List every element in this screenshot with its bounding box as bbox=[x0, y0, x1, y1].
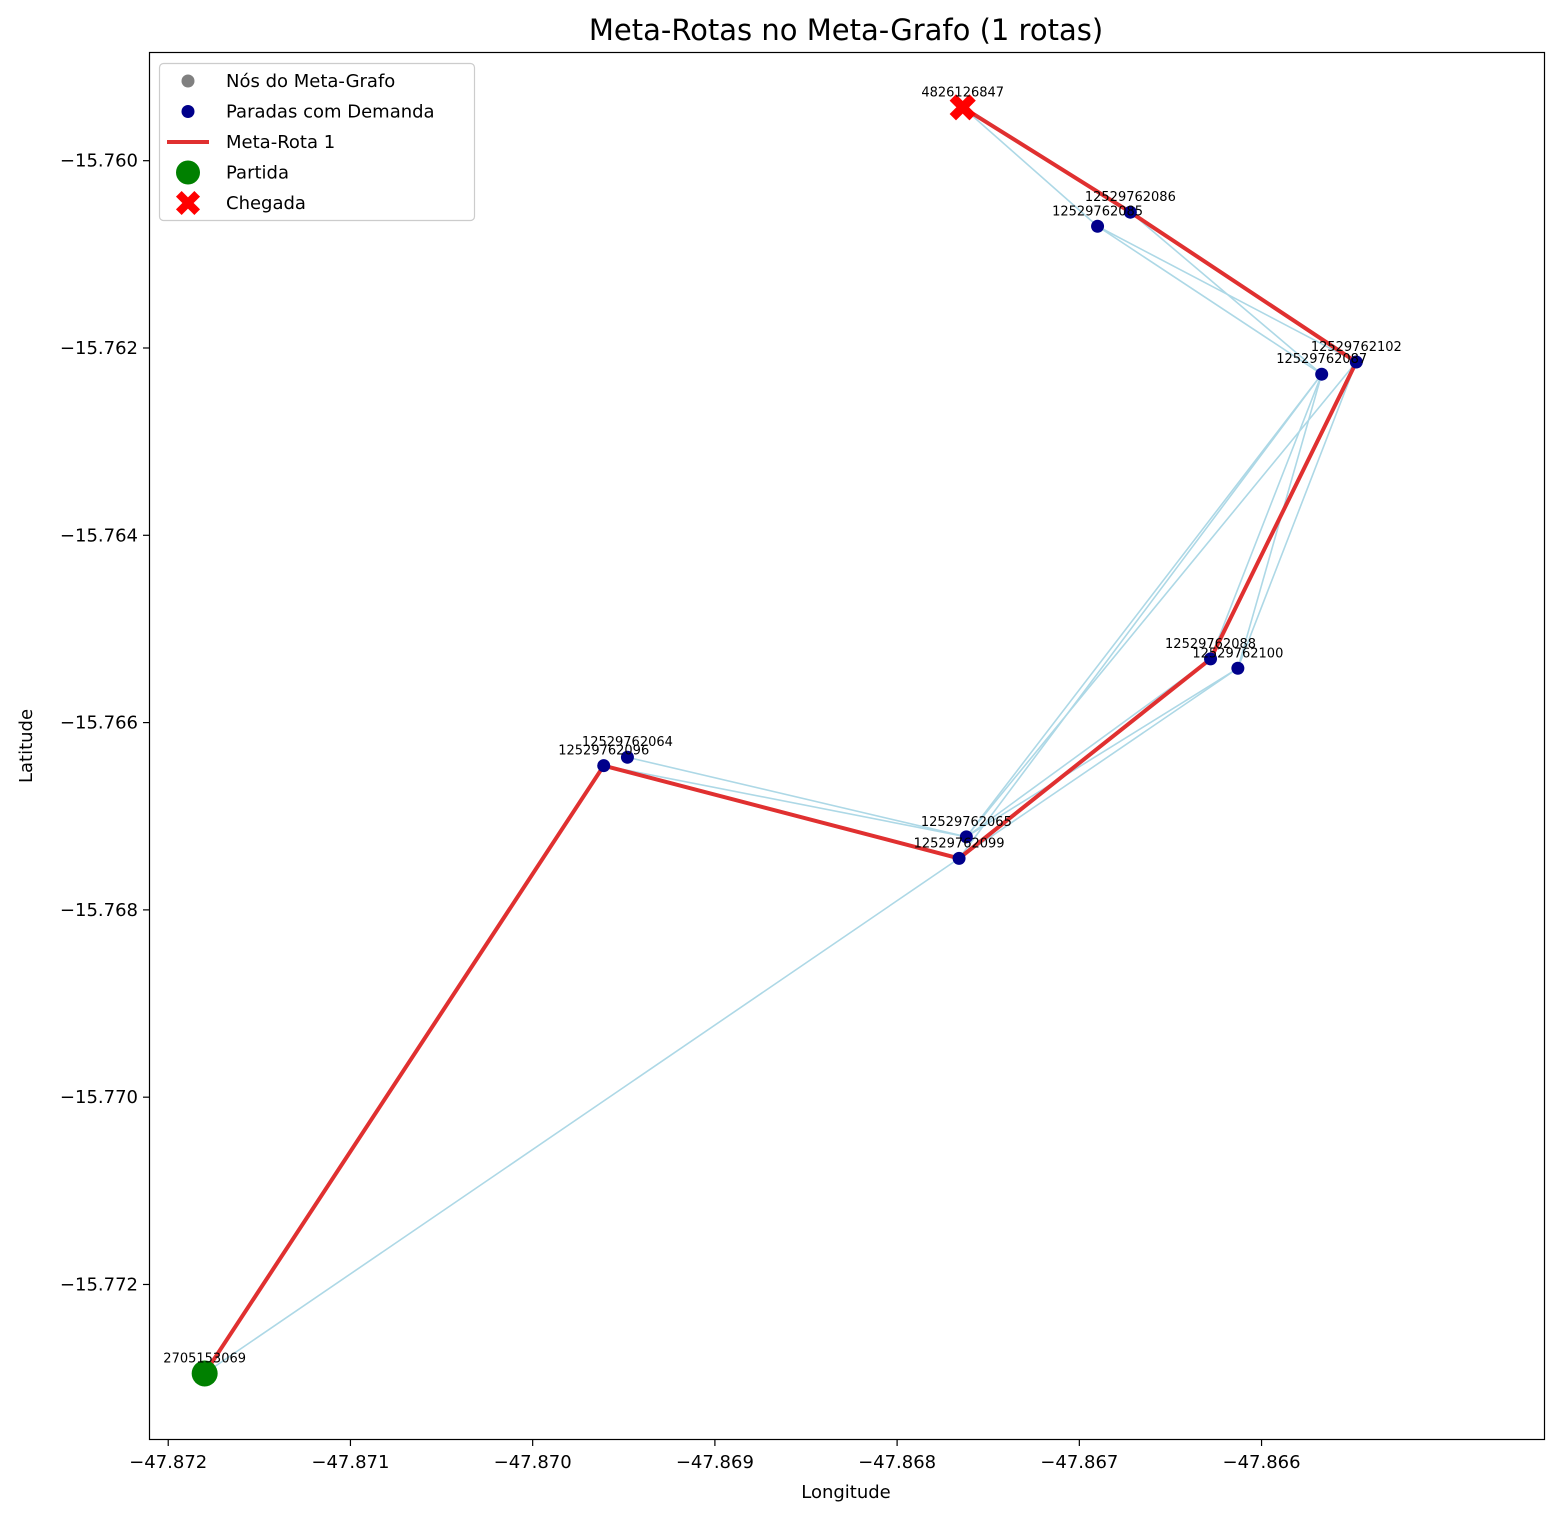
end-cross-bar bbox=[949, 94, 976, 121]
y-tick-label: −15.766 bbox=[60, 713, 138, 734]
node-id-label: 12529762064 bbox=[582, 735, 673, 750]
graph-edge bbox=[965, 361, 1357, 838]
legend-marker bbox=[181, 105, 195, 118]
x-tick-label: −47.871 bbox=[311, 1452, 389, 1473]
legend-marker bbox=[176, 160, 200, 185]
legend-cross-bar bbox=[175, 190, 201, 216]
y-tick-label: −15.764 bbox=[60, 525, 138, 546]
node-id-label: 12529762100 bbox=[1192, 646, 1283, 661]
y-tick-label: −15.772 bbox=[60, 1274, 138, 1295]
plot-frame bbox=[148, 51, 1546, 1441]
graph-edge bbox=[1209, 373, 1323, 660]
demand-stop-point bbox=[1231, 661, 1245, 675]
graph-edge bbox=[1097, 225, 1323, 375]
legend-label: Partida bbox=[226, 163, 289, 184]
graph-edge bbox=[965, 373, 1323, 838]
legend-label: Paradas com Demanda bbox=[226, 102, 435, 123]
node-id-label: 12529762102 bbox=[1311, 340, 1402, 355]
legend-label: Meta-Rota 1 bbox=[226, 132, 335, 153]
x-tick-label: −47.866 bbox=[1223, 1452, 1301, 1473]
demand-stop-point bbox=[1204, 652, 1218, 666]
graph-edge bbox=[962, 106, 1099, 227]
graph-edge bbox=[1097, 225, 1357, 363]
y-axis: −15.760 −15.762 −15.764 −15.766 −15.768 −15.7… bbox=[60, 151, 150, 1295]
node-id-label: 12529762096 bbox=[558, 744, 649, 759]
meta-graph-nodes bbox=[191, 94, 1363, 1387]
x-tick-label: −47.867 bbox=[1040, 1452, 1118, 1473]
demand-stop-point bbox=[597, 759, 611, 773]
y-tick-label: −15.770 bbox=[60, 1087, 138, 1108]
graph-edge bbox=[965, 667, 1239, 838]
node-id-label: 12529762085 bbox=[1052, 204, 1143, 219]
node-id-label: 12529762087 bbox=[1276, 352, 1367, 367]
demand-stop-point bbox=[952, 851, 966, 865]
x-tick-label: −47.872 bbox=[129, 1452, 207, 1473]
x-tick-label: −47.870 bbox=[494, 1452, 572, 1473]
legend-marker bbox=[181, 74, 195, 88]
graph-edge bbox=[627, 756, 967, 838]
graph-edge bbox=[965, 658, 1212, 838]
node-id-label: 12529762088 bbox=[1165, 637, 1256, 652]
meta-route-lines bbox=[202, 105, 1359, 1376]
meta-route-line bbox=[202, 105, 1359, 1376]
chart-title: Meta-Rotas no Meta-Grafo (1 rotas) bbox=[589, 13, 1103, 47]
node-id-label: 12529762086 bbox=[1085, 190, 1176, 205]
demand-stop-point bbox=[1349, 355, 1363, 369]
graph-edge bbox=[204, 857, 960, 1375]
legend: Nós do Meta-Grafo Paradas com Demanda Meta… bbox=[158, 62, 476, 222]
x-axis: −47.872 −47.871 −47.870 −47.869 −47.868 −47.8… bbox=[129, 1439, 1301, 1473]
y-tick-label: −15.768 bbox=[60, 900, 138, 921]
x-tick-label: −47.868 bbox=[858, 1452, 936, 1473]
x-tick-label: −47.869 bbox=[676, 1452, 754, 1473]
legend-marker bbox=[175, 190, 201, 216]
x-axis-title: Longitude bbox=[801, 1482, 891, 1503]
graph-edge bbox=[958, 667, 1239, 860]
legend-box bbox=[158, 62, 476, 222]
demand-stop-point bbox=[1091, 219, 1105, 233]
node-id-label: 2705153069 bbox=[163, 1351, 246, 1366]
graph-edge bbox=[958, 373, 1323, 859]
end-point bbox=[949, 94, 976, 121]
y-axis-title: Latitude bbox=[16, 709, 37, 783]
demand-stop-point bbox=[1123, 205, 1137, 219]
legend-label: Chegada bbox=[226, 193, 306, 214]
y-tick-label: −15.762 bbox=[60, 338, 138, 359]
demand-stop-point bbox=[620, 750, 634, 764]
meta-graph-edges bbox=[203, 106, 1358, 1375]
y-tick-label: −15.760 bbox=[60, 151, 138, 172]
node-id-label: 4826126847 bbox=[921, 85, 1004, 100]
node-labels: 2705153069482612684712529762086125297620… bbox=[163, 85, 1401, 1366]
demand-stop-point bbox=[1315, 367, 1329, 381]
start-point bbox=[191, 1360, 218, 1387]
demand-stop-point bbox=[959, 830, 973, 844]
graph-edge bbox=[603, 764, 967, 838]
graph-edge bbox=[1237, 361, 1358, 669]
node-id-label: 12529762099 bbox=[914, 836, 1005, 851]
node-id-label: 12529762065 bbox=[921, 815, 1012, 830]
legend-label: Nós do Meta-Grafo bbox=[226, 71, 395, 92]
